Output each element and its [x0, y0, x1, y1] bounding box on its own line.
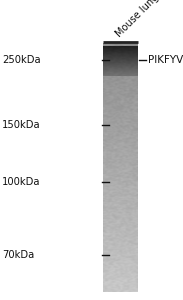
Text: 150kDa: 150kDa — [2, 119, 40, 130]
Text: 70kDa: 70kDa — [2, 250, 34, 260]
Text: PIKFYVE: PIKFYVE — [148, 55, 183, 65]
Text: 250kDa: 250kDa — [2, 55, 40, 65]
Text: 100kDa: 100kDa — [2, 177, 40, 187]
Text: Mouse lung: Mouse lung — [114, 0, 160, 39]
